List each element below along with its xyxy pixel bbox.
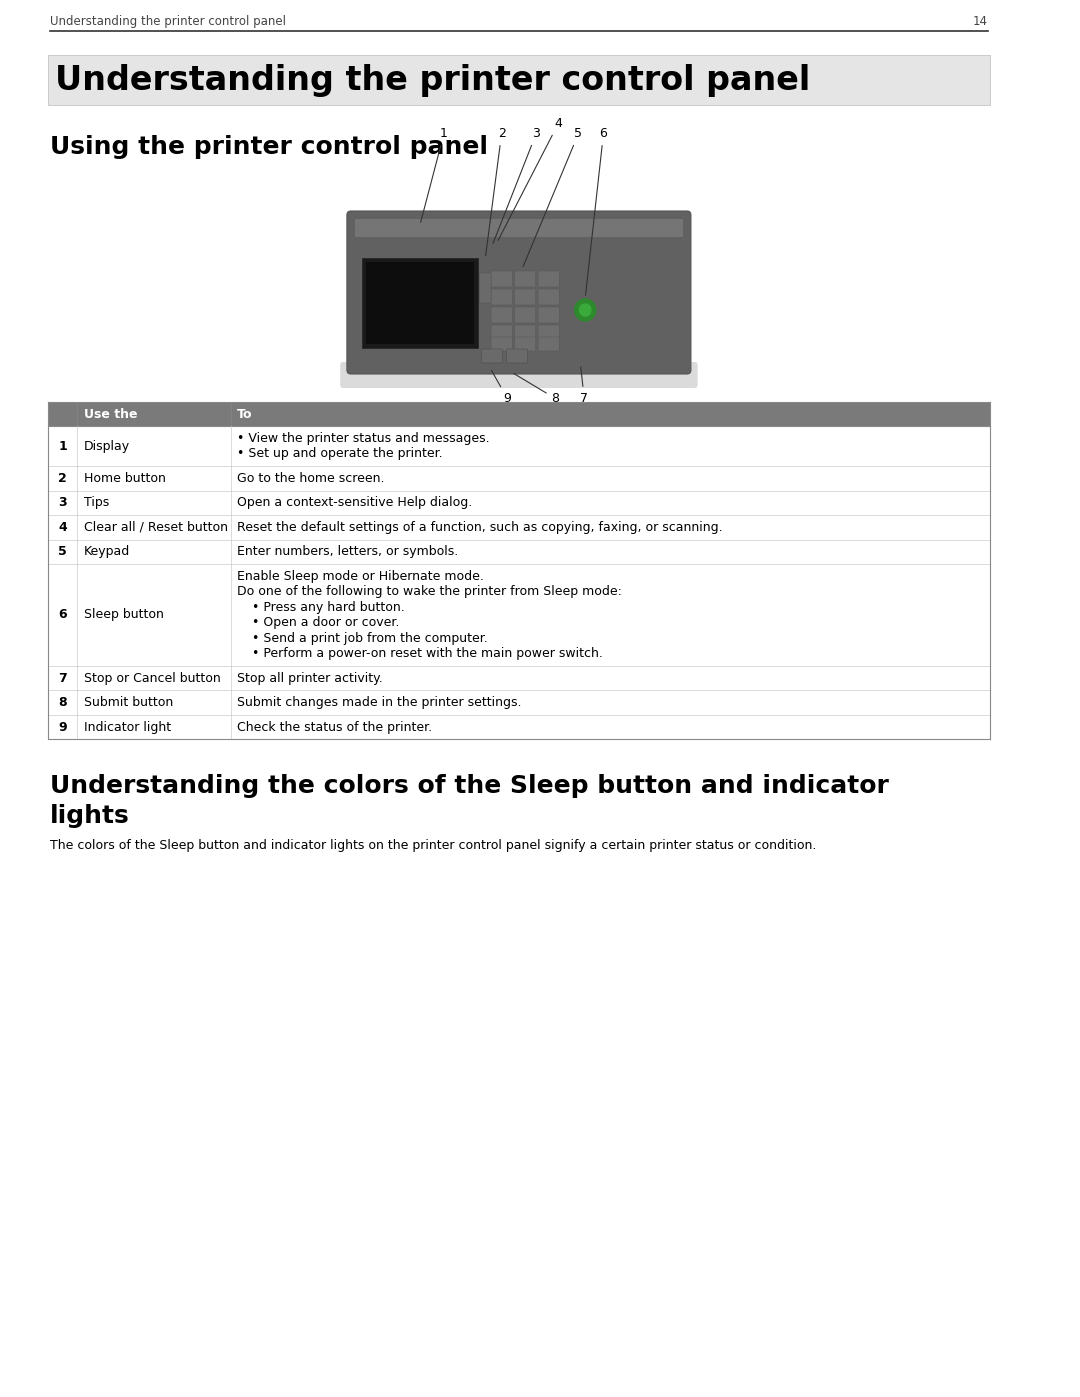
FancyBboxPatch shape — [491, 307, 512, 323]
Text: Understanding the printer control panel: Understanding the printer control panel — [50, 15, 286, 28]
Text: Do one of the following to wake the printer from Sleep mode:: Do one of the following to wake the prin… — [238, 585, 622, 598]
Text: To: To — [238, 408, 253, 420]
Text: 6: 6 — [585, 127, 607, 295]
Text: Display: Display — [83, 440, 130, 453]
Text: 8: 8 — [514, 373, 559, 405]
Text: 7: 7 — [58, 672, 67, 685]
Text: Use the: Use the — [83, 408, 137, 420]
Text: 5: 5 — [58, 545, 67, 559]
Bar — [354, 219, 684, 237]
Text: Enable Sleep mode or Hibernate mode.: Enable Sleep mode or Hibernate mode. — [238, 570, 484, 583]
Text: The colors of the Sleep button and indicator lights on the printer control panel: The colors of the Sleep button and indic… — [50, 840, 816, 852]
Bar — [362, 258, 477, 348]
Text: • View the printer status and messages.: • View the printer status and messages. — [238, 432, 490, 444]
Text: Go to the home screen.: Go to the home screen. — [238, 472, 384, 485]
Bar — [48, 539, 989, 564]
Text: 4: 4 — [498, 117, 563, 240]
Text: Check the status of the printer.: Check the status of the printer. — [238, 721, 432, 733]
Text: Understanding the colors of the Sleep button and indicator: Understanding the colors of the Sleep bu… — [50, 774, 889, 799]
Bar — [48, 426, 989, 467]
FancyBboxPatch shape — [538, 307, 559, 323]
FancyBboxPatch shape — [514, 307, 536, 323]
FancyBboxPatch shape — [514, 326, 536, 341]
Text: Stop or Cancel button: Stop or Cancel button — [83, 672, 220, 685]
FancyBboxPatch shape — [480, 272, 491, 303]
Circle shape — [580, 305, 591, 316]
Text: • Press any hard button.: • Press any hard button. — [252, 601, 405, 613]
FancyBboxPatch shape — [491, 326, 512, 341]
Text: Enter numbers, letters, or symbols.: Enter numbers, letters, or symbols. — [238, 545, 459, 559]
Text: Indicator light: Indicator light — [83, 721, 171, 733]
Text: • Perform a power-on reset with the main power switch.: • Perform a power-on reset with the main… — [252, 647, 603, 661]
Text: Submit button: Submit button — [83, 696, 173, 710]
FancyBboxPatch shape — [491, 337, 512, 351]
FancyBboxPatch shape — [491, 289, 512, 305]
Text: Open a context-sensitive Help dialog.: Open a context-sensitive Help dialog. — [238, 496, 473, 510]
Text: Home button: Home button — [83, 472, 165, 485]
Text: 2: 2 — [486, 127, 505, 256]
FancyBboxPatch shape — [514, 271, 536, 286]
Text: Using the printer control panel: Using the printer control panel — [50, 136, 488, 159]
FancyBboxPatch shape — [538, 337, 559, 351]
Text: Clear all / Reset button: Clear all / Reset button — [83, 521, 228, 534]
Text: 3: 3 — [494, 127, 540, 243]
FancyBboxPatch shape — [507, 349, 527, 363]
Text: 8: 8 — [58, 696, 67, 710]
Text: Tips: Tips — [83, 496, 109, 510]
Bar — [48, 666, 989, 690]
Bar — [48, 715, 989, 739]
Text: 1: 1 — [58, 440, 67, 453]
Bar — [48, 490, 989, 515]
FancyBboxPatch shape — [538, 271, 559, 286]
Bar — [48, 515, 989, 539]
Text: • Set up and operate the printer.: • Set up and operate the printer. — [238, 447, 443, 460]
Bar — [48, 564, 989, 666]
Text: • Open a door or cover.: • Open a door or cover. — [252, 616, 400, 629]
Circle shape — [575, 299, 596, 321]
Text: 3: 3 — [58, 496, 67, 510]
FancyBboxPatch shape — [340, 362, 698, 388]
Text: 6: 6 — [58, 609, 67, 622]
Text: Submit changes made in the printer settings.: Submit changes made in the printer setti… — [238, 696, 522, 710]
Text: Stop all printer activity.: Stop all printer activity. — [238, 672, 383, 685]
Bar — [48, 690, 989, 715]
Text: Sleep button: Sleep button — [83, 609, 163, 622]
Text: 9: 9 — [491, 370, 511, 405]
FancyBboxPatch shape — [347, 211, 691, 374]
FancyBboxPatch shape — [514, 337, 536, 351]
FancyBboxPatch shape — [538, 289, 559, 305]
Text: 5: 5 — [523, 127, 582, 267]
Bar — [48, 54, 989, 105]
Text: Understanding the printer control panel: Understanding the printer control panel — [55, 63, 810, 96]
FancyBboxPatch shape — [514, 289, 536, 305]
FancyBboxPatch shape — [491, 271, 512, 286]
Bar — [48, 402, 989, 426]
Text: 14: 14 — [973, 15, 988, 28]
FancyBboxPatch shape — [538, 326, 559, 341]
Text: • Send a print job from the computer.: • Send a print job from the computer. — [252, 631, 487, 645]
Text: lights: lights — [50, 805, 130, 828]
Bar — [48, 467, 989, 490]
Text: 2: 2 — [58, 472, 67, 485]
FancyBboxPatch shape — [482, 349, 502, 363]
Text: 1: 1 — [420, 127, 448, 222]
Text: 9: 9 — [58, 721, 67, 733]
Text: 4: 4 — [58, 521, 67, 534]
Text: Keypad: Keypad — [83, 545, 130, 559]
Bar — [366, 263, 474, 344]
Text: Reset the default settings of a function, such as copying, faxing, or scanning.: Reset the default settings of a function… — [238, 521, 723, 534]
Text: 7: 7 — [580, 367, 589, 405]
